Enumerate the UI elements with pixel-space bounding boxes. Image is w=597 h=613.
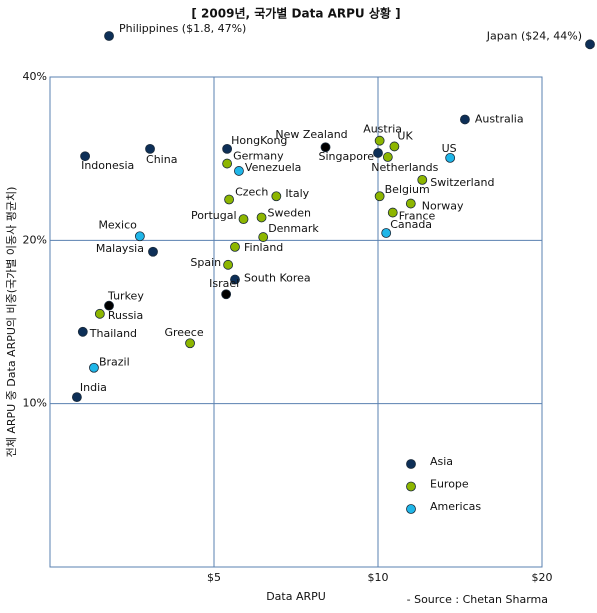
point-label: India <box>80 381 107 394</box>
point-label: Brazil <box>99 356 130 369</box>
data-point <box>221 289 232 300</box>
data-point <box>374 191 385 202</box>
y-tick-label: 40% <box>23 70 47 83</box>
point-label: Canada <box>390 218 432 231</box>
point-label: Japan ($24, 44%) <box>486 29 582 42</box>
point-label: Netherlands <box>371 161 438 174</box>
point-label: Portugal <box>191 209 237 222</box>
legend-label: Asia <box>430 455 453 468</box>
data-point <box>224 194 234 205</box>
data-point <box>104 300 114 311</box>
data-point <box>381 228 392 238</box>
data-point <box>271 191 282 202</box>
data-point <box>374 135 385 146</box>
point-label: Austria <box>363 123 402 136</box>
data-point <box>585 39 595 50</box>
point-label: Finland <box>244 241 283 254</box>
data-point <box>148 246 158 257</box>
point-label: Switzerland <box>430 176 494 189</box>
data-point <box>387 207 398 218</box>
data-point <box>145 143 155 154</box>
point-label: Belgium <box>385 183 430 196</box>
data-point <box>230 241 240 252</box>
point-label: Australia <box>475 112 524 125</box>
point-label: China <box>146 153 177 166</box>
point-label: Indonesia <box>81 159 134 172</box>
point-label: Thailand <box>89 327 137 340</box>
point-label: South Korea <box>244 272 311 285</box>
legend-label: Europe <box>430 478 469 491</box>
x-tick-label: $20 <box>532 571 553 584</box>
data-point <box>373 148 383 158</box>
y-tick-label: 10% <box>23 397 47 410</box>
point-label: Singapore <box>319 150 375 163</box>
point-label: France <box>399 210 436 223</box>
data-point <box>460 114 470 125</box>
data-point <box>71 392 82 403</box>
data-point <box>185 338 195 349</box>
data-point <box>223 259 234 270</box>
point-label: Greece <box>164 326 203 339</box>
source-note: - Source : Chetan Sharma <box>407 593 548 606</box>
point-label: Malaysia <box>96 242 144 255</box>
point-label: New Zealand <box>275 128 347 141</box>
legend-marker <box>406 504 416 514</box>
point-label: Denmark <box>268 222 319 235</box>
data-point <box>405 198 416 209</box>
y-axis-label: 전체 ARPU 중 Data ARPU의 비중(국가별 이동사 평균치) <box>5 187 18 458</box>
x-tick-label: $10 <box>368 571 389 584</box>
data-point <box>80 151 90 162</box>
y-tick-label: 20% <box>23 233 47 246</box>
data-point <box>234 166 244 176</box>
data-point <box>222 158 233 169</box>
data-point <box>230 274 240 285</box>
chart-title: [ 2009년, 국가별 Data ARPU 상황 ] <box>191 6 400 21</box>
data-point <box>134 231 145 242</box>
point-label: Israel <box>209 277 239 290</box>
data-point <box>256 212 267 223</box>
point-label: Norway <box>422 200 464 213</box>
point-label: Czech <box>235 186 268 199</box>
legend-marker <box>406 481 416 492</box>
data-point <box>77 326 88 337</box>
data-point <box>258 232 269 242</box>
point-label: Philippines ($1.8, 47%) <box>119 22 246 35</box>
point-label: Venezuela <box>245 161 301 174</box>
point-label: Sweden <box>268 206 311 219</box>
point-label: Mexico <box>98 218 137 231</box>
data-point <box>417 174 428 185</box>
point-label: Turkey <box>107 290 144 303</box>
data-point <box>222 143 233 154</box>
plot-frame <box>49 76 543 568</box>
point-label: Spain <box>190 256 221 269</box>
data-point <box>104 31 114 41</box>
point-label: Italy <box>285 187 309 200</box>
data-point <box>320 142 331 153</box>
x-axis-label: Data ARPU <box>266 590 326 603</box>
data-point <box>89 362 99 373</box>
point-label: Russia <box>108 309 143 322</box>
point-label: HongKong <box>231 134 287 147</box>
point-label: US <box>442 142 457 155</box>
data-point <box>238 214 249 225</box>
legend-label: Americas <box>430 500 481 513</box>
data-point <box>389 141 400 152</box>
point-label: Germany <box>233 150 284 163</box>
x-tick-label: $5 <box>207 571 221 584</box>
data-point <box>94 308 105 319</box>
point-label: UK <box>397 129 413 142</box>
data-point <box>382 152 393 162</box>
data-point <box>445 152 456 163</box>
legend-marker <box>406 459 416 469</box>
